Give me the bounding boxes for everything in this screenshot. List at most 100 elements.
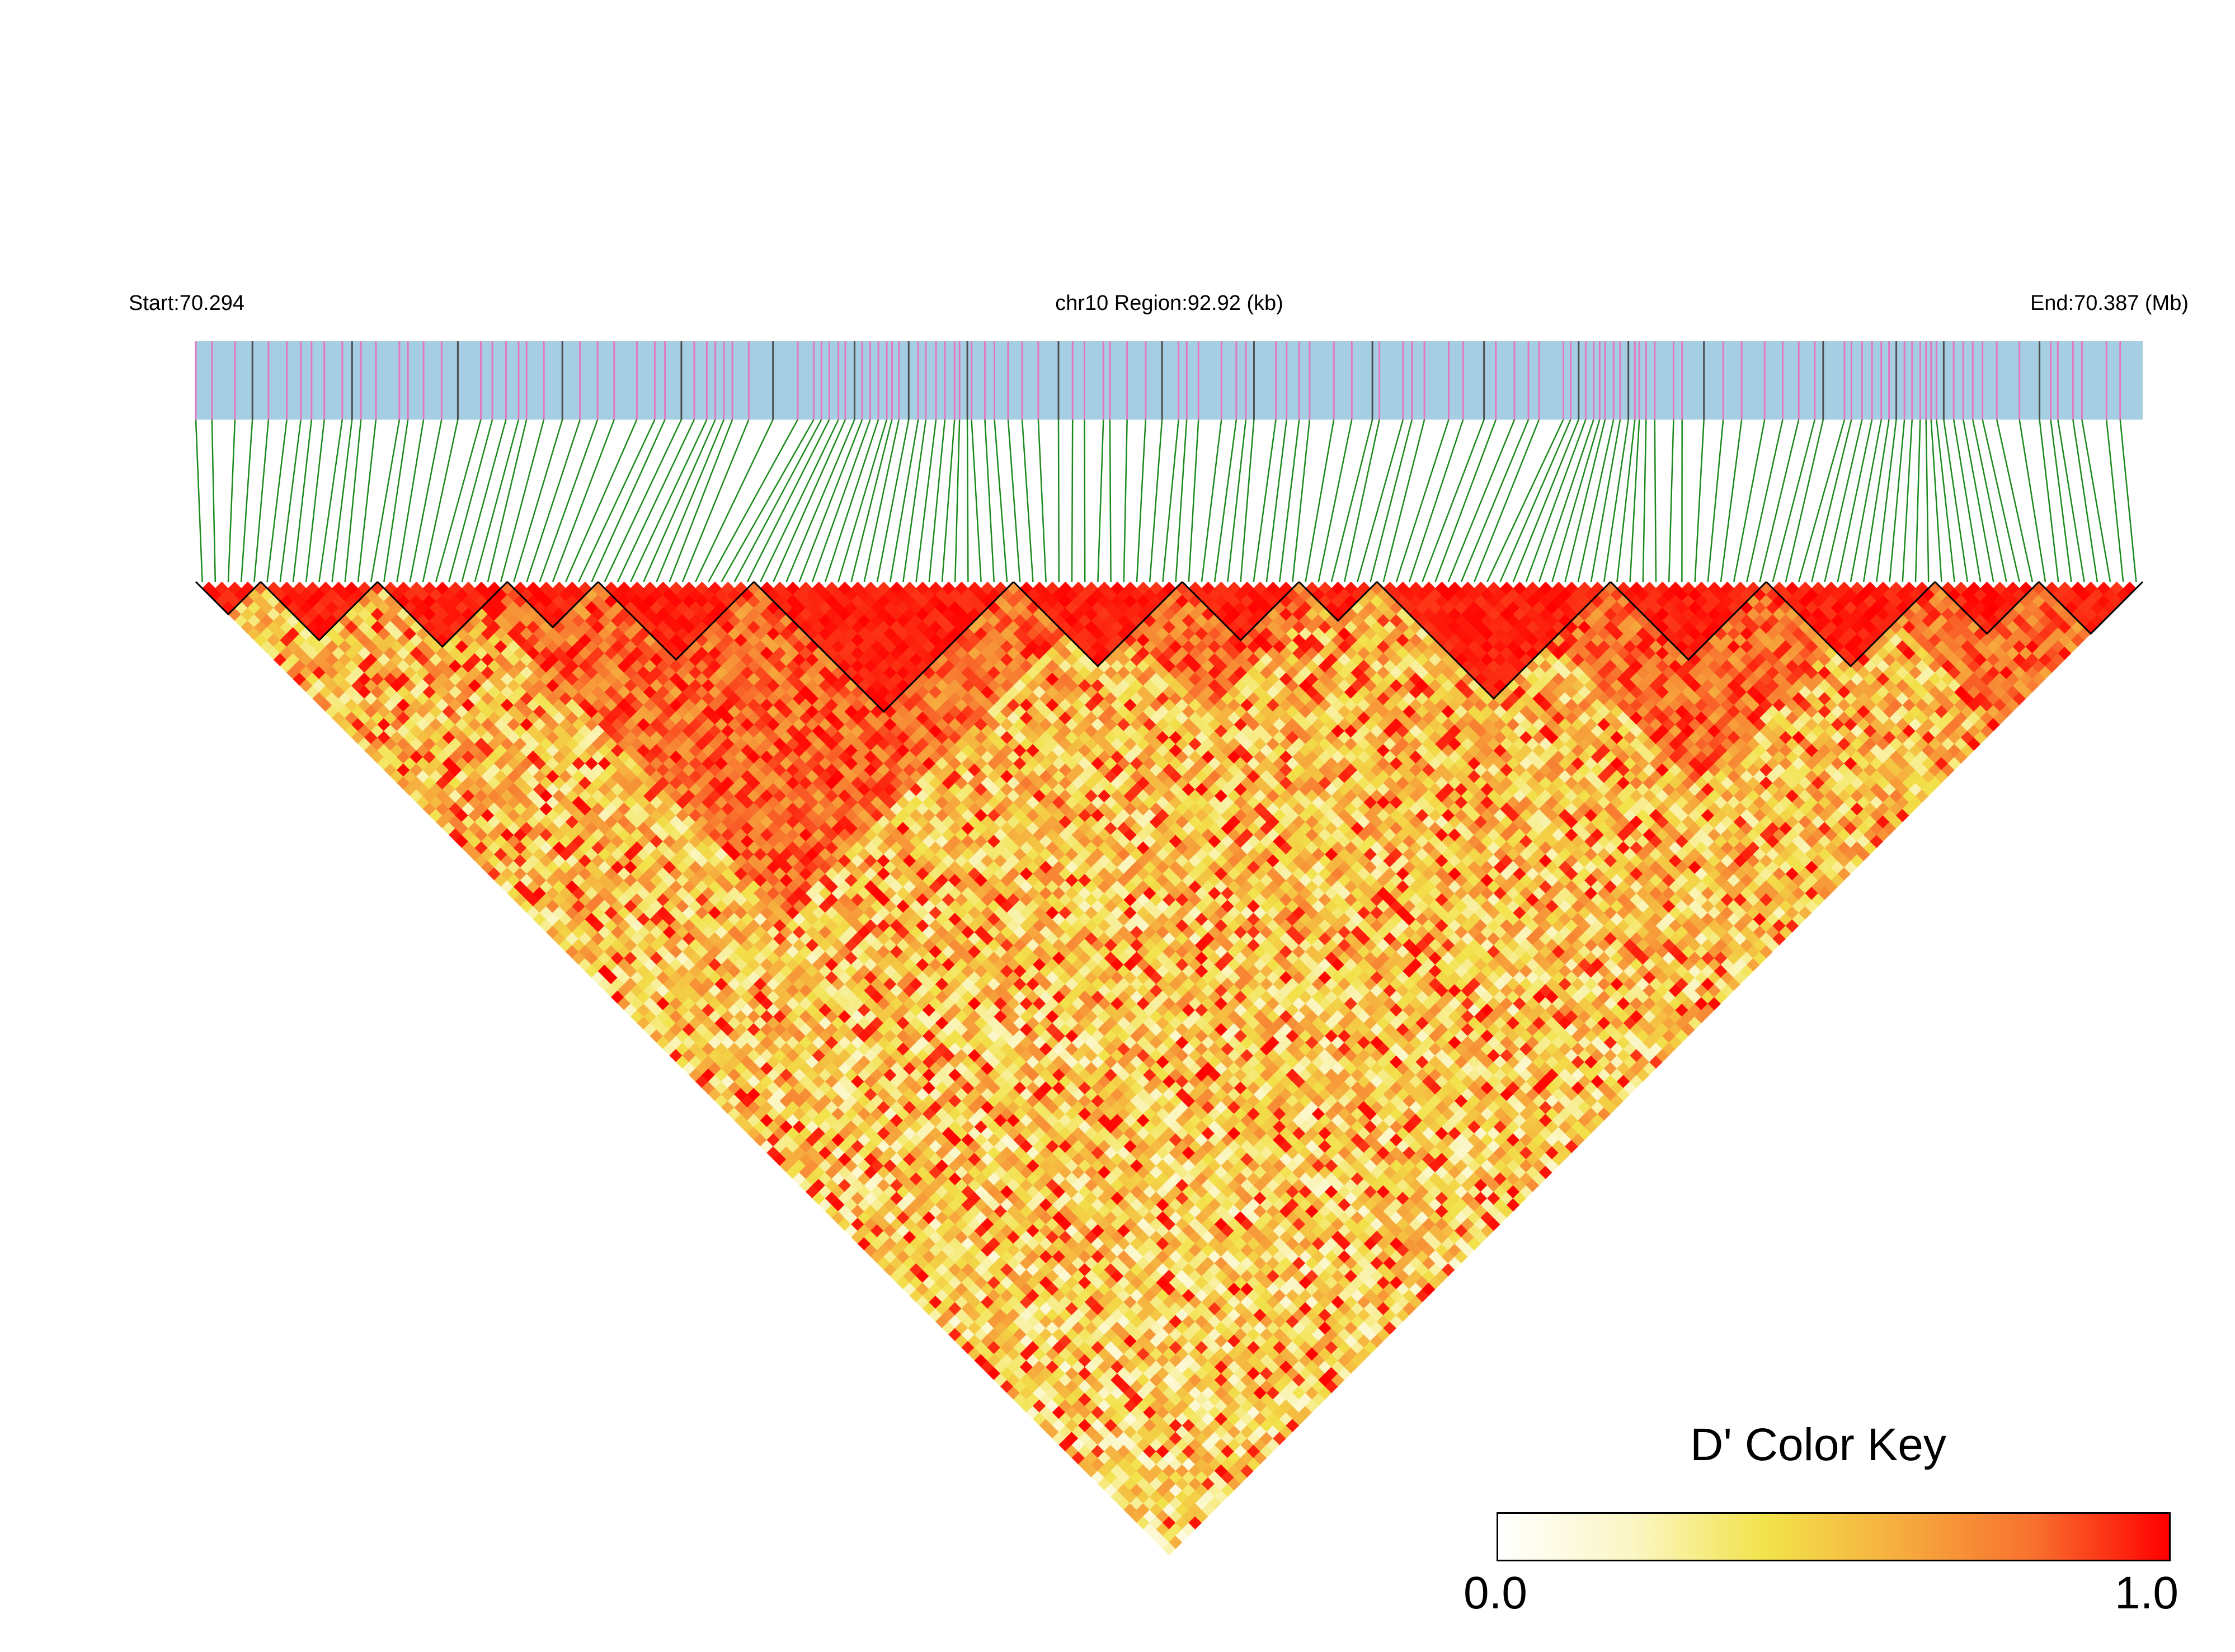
snp-connector	[357, 419, 377, 582]
snp-position-track	[195, 341, 2143, 420]
snp-connector	[1862, 419, 1890, 582]
snp-connector	[1109, 419, 1112, 582]
snp-connector	[1824, 419, 1863, 582]
snp-connector	[1603, 419, 1629, 582]
snp-connector	[1318, 419, 1353, 582]
snp-connector	[2050, 419, 2072, 582]
snp-connector	[1930, 419, 1942, 582]
snp-connector	[1982, 419, 2020, 582]
snp-connector	[409, 419, 443, 582]
snp-connector	[966, 419, 969, 582]
snp-connector	[1227, 419, 1247, 582]
snp-connector	[811, 419, 871, 582]
snp-connector	[1876, 419, 1897, 582]
snp-connector	[1278, 419, 1300, 582]
snp-connector	[1253, 419, 1277, 582]
snp-connector	[954, 419, 961, 582]
snp-connector	[1097, 419, 1104, 582]
snp-connector	[500, 419, 545, 582]
snp-connector	[1914, 419, 1921, 582]
snp-connector	[1084, 419, 1086, 582]
snp-connector	[1395, 419, 1450, 582]
snp-connector	[1971, 419, 2007, 582]
snp-connector	[1265, 419, 1287, 582]
snp-connector	[760, 419, 839, 582]
snp-connector	[1811, 419, 1852, 582]
snp-connector	[1512, 419, 1579, 582]
snp-connector	[1007, 419, 1021, 582]
snp-connector	[1201, 419, 1222, 582]
snp-connector	[1447, 419, 1516, 582]
snp-connector	[1936, 419, 1955, 582]
snp-connector	[1499, 419, 1571, 582]
snp-connector	[941, 419, 956, 582]
snp-connector	[994, 419, 1008, 582]
snp-connector	[1850, 419, 1882, 582]
snp-connector	[2106, 419, 2124, 582]
snp-connector	[915, 419, 937, 582]
snp-connector	[695, 419, 774, 582]
snp-connector	[1330, 419, 1373, 582]
snp-connector	[604, 419, 683, 582]
snp-connector	[526, 419, 581, 582]
snp-connector	[1370, 419, 1413, 582]
region-size-label: chr10 Region:92.92 (kb)	[1055, 291, 1283, 315]
snp-connector	[1057, 419, 1060, 582]
snp-connector	[1668, 419, 1674, 582]
snp-connector	[253, 419, 270, 582]
snp-connector	[746, 419, 830, 582]
snp-connector	[1577, 419, 1615, 582]
snp-connector	[1798, 419, 1846, 582]
snp-connector	[2081, 419, 2111, 582]
snp-connector	[1525, 419, 1587, 582]
snp-connector	[195, 419, 203, 582]
snp-connector	[211, 419, 217, 582]
snp-track-background	[196, 341, 2143, 420]
snp-connector	[422, 419, 459, 582]
snp-connector	[1564, 419, 1606, 582]
snp-connector	[1188, 419, 1199, 582]
region-end-label: End:70.387 (Mb)	[2030, 291, 2189, 315]
snp-connector	[1759, 419, 1800, 582]
snp-connector	[876, 419, 910, 582]
snp-connector-lines	[195, 419, 2137, 582]
snp-connector	[1123, 419, 1128, 582]
snp-connector	[1720, 419, 1743, 582]
snp-connector	[227, 419, 236, 582]
snp-connector	[1654, 419, 1657, 582]
snp-connector	[292, 419, 313, 582]
snp-connector	[1434, 419, 1497, 582]
snp-connector	[617, 419, 695, 582]
snp-connector	[850, 419, 893, 582]
snp-connector	[681, 419, 750, 582]
snp-connector	[1136, 419, 1147, 582]
snp-connector	[383, 419, 409, 582]
snp-connector	[643, 419, 716, 582]
snp-connector	[591, 419, 666, 582]
snp-connector	[837, 419, 888, 582]
snp-connector	[266, 419, 288, 582]
snp-connector	[2018, 419, 2046, 582]
snp-connector	[448, 419, 493, 582]
snp-connector	[435, 419, 482, 582]
snp-connector	[1642, 419, 1647, 582]
snp-connector	[798, 419, 863, 582]
snp-connector	[889, 419, 919, 582]
snp-connector	[1305, 419, 1335, 582]
snp-connector	[1382, 419, 1425, 582]
snp-connector	[2072, 419, 2098, 582]
snp-connector	[1925, 419, 1930, 582]
snp-connector	[1409, 419, 1464, 582]
snp-connector	[1213, 419, 1238, 582]
snp-connector	[1746, 419, 1784, 582]
snp-connector	[240, 419, 253, 582]
snp-connector	[902, 419, 927, 582]
region-start-label: Start:70.294	[129, 291, 245, 315]
snp-connector	[552, 419, 615, 582]
snp-connector	[1422, 419, 1485, 582]
snp-connector	[1292, 419, 1311, 582]
snp-connector	[1889, 419, 1905, 582]
snp-connector	[928, 419, 946, 582]
snp-connector	[721, 419, 815, 582]
